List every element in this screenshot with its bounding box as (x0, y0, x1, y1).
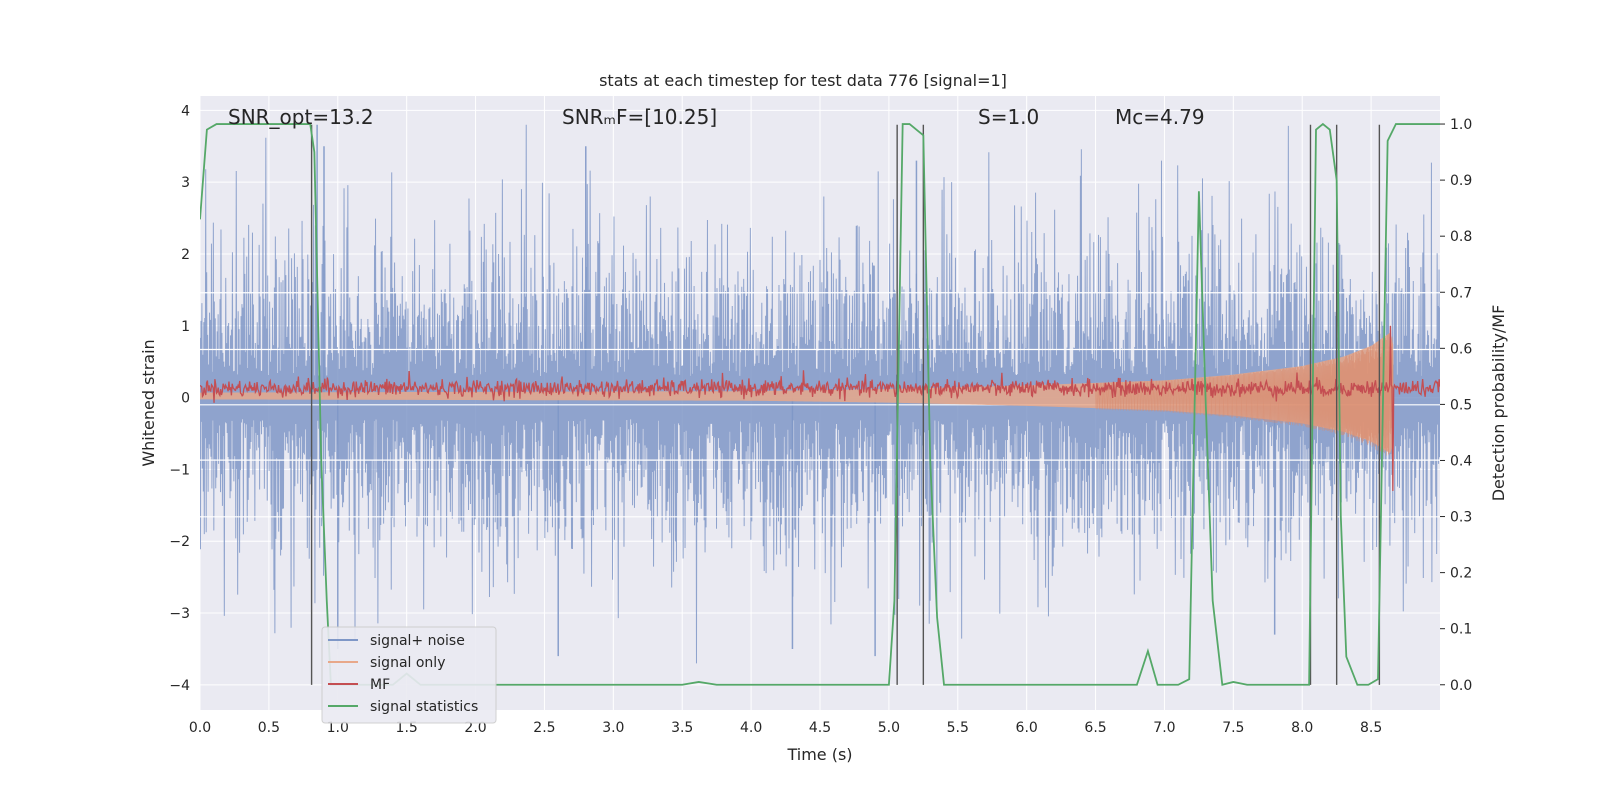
y-tick-label: −4 (169, 678, 190, 694)
y-right-tick-label: 0.8 (1450, 229, 1472, 245)
annotation-text: S=1.0 (978, 105, 1039, 129)
y-tick-label: 3 (181, 175, 190, 191)
y-tick-label: −3 (169, 606, 190, 622)
x-tick-label: 4.0 (740, 720, 762, 736)
x-tick-label: 6.0 (1016, 720, 1038, 736)
x-tick-label: 3.0 (602, 720, 624, 736)
y-right-tick-label: 0.3 (1450, 510, 1472, 526)
y-right-tick-label: 0.4 (1450, 453, 1472, 469)
x-tick-label: 5.0 (878, 720, 900, 736)
x-tick-label: 3.5 (671, 720, 693, 736)
mf-series (200, 325, 1440, 491)
y-right-tick-label: 0.9 (1450, 173, 1472, 189)
x-tick-label: 1.0 (327, 720, 349, 736)
x-tick-label: 4.5 (809, 720, 831, 736)
mf-line (200, 325, 1440, 491)
legend: signal+ noise signal only MF signal statist… (321, 626, 497, 724)
y-right-tick-label: 1.0 (1450, 117, 1472, 133)
legend-label: signal statistics (370, 699, 478, 715)
x-tick-label: 5.5 (947, 720, 969, 736)
x-tick-label: 7.5 (1222, 720, 1244, 736)
chart-title: stats at each timestep for test data 776… (599, 71, 1007, 90)
x-tick-label: 2.5 (533, 720, 555, 736)
signal-envelope (200, 332, 1394, 454)
y-axis-right-ticks: 0.0 0.1 0.2 0.3 0.4 0.5 0.6 0.7 0.8 0.9 1.0 (1440, 117, 1472, 694)
annotation-text: SNR_opt=13.2 (228, 105, 374, 129)
x-tick-label: 8.5 (1360, 720, 1382, 736)
y-axis-label: Whitened strain (139, 339, 158, 466)
annotations: SNR_opt=13.2 SNRₘF=[10.25] S=1.0 Mc=4.79 (228, 105, 1205, 129)
noise-line (200, 124, 1440, 664)
y-right-tick-label: 0.6 (1450, 341, 1472, 357)
x-axis-label: Time (s) (786, 745, 852, 764)
y-right-tick-label: 0.5 (1450, 397, 1472, 413)
y-tick-label: 2 (181, 247, 190, 263)
annotation-text: SNRₘF=[10.25] (562, 105, 717, 129)
y-right-tick-label: 0.0 (1450, 678, 1472, 694)
x-tick-label: 7.0 (1153, 720, 1175, 736)
y-right-tick-label: 0.2 (1450, 566, 1472, 582)
x-tick-label: 8.0 (1291, 720, 1313, 736)
legend-label: signal+ noise (370, 633, 465, 649)
y-tick-label: 0 (181, 391, 190, 407)
y-axis-ticks: −4 −3 −2 −1 0 1 2 3 4 (169, 103, 190, 694)
annotation-text: Mc=4.79 (1115, 105, 1205, 129)
y-right-tick-label: 0.1 (1450, 622, 1472, 638)
x-axis-ticks: 0.0 0.5 1.0 1.5 2.0 2.5 3.0 3.5 4.0 4.5 5.0 5.5 6.0 6… (189, 720, 1382, 736)
x-tick-label: 6.5 (1084, 720, 1106, 736)
y-tick-label: −2 (169, 534, 190, 550)
legend-label: MF (370, 677, 390, 693)
y-axis-right-label: Detection probability/MF (1489, 305, 1508, 502)
y-right-tick-label: 0.7 (1450, 285, 1472, 301)
y-tick-label: 4 (181, 103, 190, 119)
x-tick-label: 0.0 (189, 720, 211, 736)
y-tick-label: 1 (181, 319, 190, 335)
legend-box (321, 626, 497, 724)
legend-label: signal only (370, 655, 445, 671)
y-tick-label: −1 (169, 462, 190, 478)
x-tick-label: 1.5 (396, 720, 418, 736)
x-tick-label: 0.5 (258, 720, 280, 736)
x-tick-label: 2.0 (464, 720, 486, 736)
